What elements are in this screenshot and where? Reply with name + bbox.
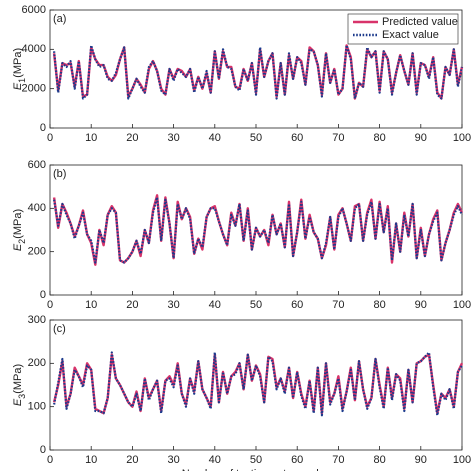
panel-label: (c) [53, 323, 66, 335]
x-tick-label: 10 [85, 299, 97, 311]
x-axis-label: Number of testing set samples [182, 468, 331, 471]
y-axis-label: E2(MPa) [12, 209, 27, 251]
y-axis-label-part: E [12, 398, 24, 406]
x-tick-label: 80 [373, 132, 385, 144]
legend-box [347, 13, 459, 45]
x-tick-label: 100 [453, 132, 471, 144]
y-tick-label: 400 [28, 202, 46, 214]
y-axis-label-part: 1 [17, 78, 27, 83]
x-tick-label: 30 [167, 132, 179, 144]
x-tick-label: 40 [209, 299, 221, 311]
series-line [52, 353, 464, 415]
y-axis-label-part: (MPa) [12, 364, 24, 394]
y-axis-label-part: 3 [17, 394, 27, 399]
series-line [53, 351, 463, 417]
x-tick-label: 100 [453, 454, 471, 466]
y-axis-label-part: E [12, 82, 24, 90]
y-tick-label: 2000 [22, 83, 46, 95]
x-tick-label: 0 [47, 454, 53, 466]
x-tick-label: 60 [291, 299, 303, 311]
x-tick-label: 90 [415, 299, 427, 311]
x-tick-label: 20 [126, 132, 138, 144]
x-tick-label: 40 [209, 132, 221, 144]
y-tick-label: 200 [28, 357, 46, 369]
x-tick-label: 30 [167, 299, 179, 311]
x-tick-label: 20 [126, 454, 138, 466]
y-axis-label: E1(MPa) [12, 48, 27, 90]
y-tick-label: 100 [28, 401, 46, 413]
x-tick-label: 30 [167, 454, 179, 466]
y-axis-label-part: E [12, 243, 24, 251]
x-tick-label: 60 [291, 132, 303, 144]
x-tick-label: 80 [373, 454, 385, 466]
y-tick-label: 0 [40, 289, 46, 301]
y-axis-label-part: (MPa) [12, 48, 24, 78]
x-tick-label: 40 [209, 454, 221, 466]
panel-label: (b) [53, 168, 66, 180]
y-tick-label: 300 [28, 314, 46, 326]
legend-label: Predicted value [382, 16, 458, 28]
x-tick-label: 70 [332, 299, 344, 311]
y-tick-label: 0 [40, 444, 46, 456]
y-tick-label: 0 [40, 122, 46, 134]
x-tick-label: 70 [332, 454, 344, 466]
x-tick-label: 80 [373, 299, 385, 311]
x-tick-label: 50 [250, 454, 262, 466]
y-tick-label: 6000 [22, 4, 46, 16]
series-line [53, 196, 463, 264]
series-line [53, 44, 464, 100]
x-tick-label: 50 [250, 132, 262, 144]
x-tick-label: 10 [85, 454, 97, 466]
x-tick-label: 20 [126, 299, 138, 311]
legend-label: Exact value [382, 29, 439, 41]
panel-label: (a) [53, 13, 66, 25]
x-tick-label: 90 [415, 454, 427, 466]
x-tick-label: 50 [250, 299, 262, 311]
x-tick-label: 70 [332, 132, 344, 144]
y-tick-label: 600 [28, 159, 46, 171]
x-tick-label: 90 [415, 132, 427, 144]
x-tick-label: 60 [291, 454, 303, 466]
y-tick-label: 200 [28, 246, 46, 258]
x-tick-label: 0 [47, 132, 53, 144]
y-axis-label: E3(MPa) [12, 364, 27, 406]
y-tick-label: 4000 [22, 43, 46, 55]
x-tick-label: 10 [85, 132, 97, 144]
y-axis-label-part: 2 [17, 239, 27, 244]
x-tick-label: 100 [453, 299, 471, 311]
y-axis-label-part: (MPa) [12, 209, 24, 239]
x-tick-label: 0 [47, 299, 53, 311]
